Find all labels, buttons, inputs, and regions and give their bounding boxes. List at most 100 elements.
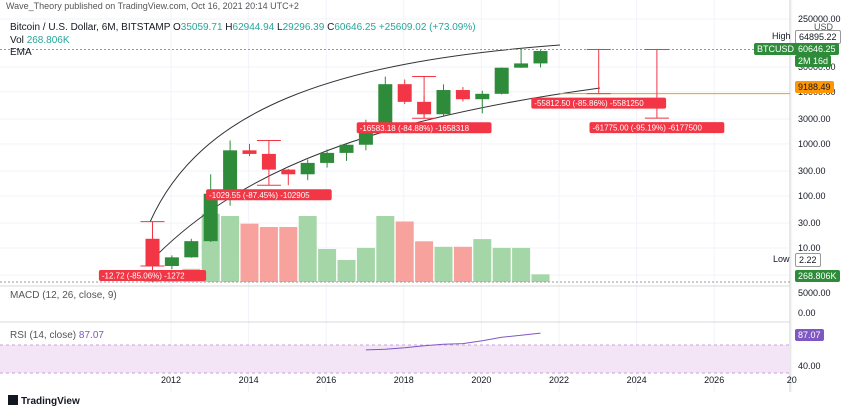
symbol-tag: BTCUSD: [754, 43, 798, 55]
low-value: 29296.39: [282, 22, 325, 33]
footer: TradingView: [0, 392, 850, 413]
tradingview-logo: TradingView: [8, 395, 80, 407]
volume-bar: [240, 223, 259, 282]
currency-label: USD: [814, 22, 834, 32]
volume-bar: [279, 227, 298, 282]
low-marker-label: Low: [773, 254, 790, 264]
y-tick-label: 30.00: [798, 218, 821, 228]
x-tick-label: 2018: [394, 375, 414, 385]
candle-body[interactable]: [300, 162, 315, 175]
volume-bar: [531, 274, 550, 282]
candle-body[interactable]: [339, 144, 354, 153]
rsi-tick-label: 40.00: [798, 361, 821, 371]
drawdown-label: -16583.18 (-84.88%) -1658318: [360, 124, 470, 133]
volume-bar: [337, 260, 356, 282]
ohlc-line: Bitcoin / U.S. Dollar, 6M, BITSTAMP O350…: [10, 22, 476, 33]
low-marker-value: 2.22: [795, 253, 821, 267]
volume-bar: [415, 241, 434, 282]
y-tick-label: 100.00: [798, 191, 826, 201]
high-value: 62944.94: [232, 22, 275, 33]
volume-bar: [434, 246, 453, 282]
y-tick-label: 3000.00: [798, 114, 831, 124]
low-label: L: [277, 22, 283, 33]
candle-body[interactable]: [203, 193, 218, 242]
high-marker-label: High: [772, 31, 791, 41]
vol-label: Vol: [10, 35, 24, 46]
volume-bar: [318, 249, 337, 282]
volume-bar: [298, 216, 317, 282]
candle-body[interactable]: [475, 93, 490, 100]
x-tick-label: 2026: [704, 375, 724, 385]
volume-bar: [395, 221, 414, 282]
ema-label[interactable]: EMA: [10, 47, 32, 58]
high-marker-value: 64895.22: [795, 30, 841, 44]
y-tick-label: 1000.00: [798, 139, 831, 149]
rsi-value-tag: 87.07: [795, 329, 824, 341]
volume-bar: [259, 227, 278, 282]
publisher-line: Wave_Theory published on TradingView.com…: [6, 1, 299, 11]
macd-tick-label: 0.00: [798, 308, 816, 318]
open-label: O: [173, 22, 181, 33]
volume-bar: [376, 216, 395, 282]
close-value: 60646.25: [334, 22, 377, 33]
rsi-current-value: 87.07: [78, 330, 104, 341]
macd-label[interactable]: MACD (12, 26, close, 9): [10, 290, 117, 301]
open-value: 35059.71: [180, 22, 223, 33]
x-tick-label: 2012: [161, 375, 181, 385]
volume-bar: [512, 247, 531, 282]
rsi-label-line[interactable]: RSI (14, close) 87.07: [10, 330, 104, 341]
x-tick-label: 2014: [239, 375, 259, 385]
candle-body[interactable]: [164, 257, 179, 266]
y-tick-label: 300.00: [798, 166, 826, 176]
x-tick-label: 2024: [627, 375, 647, 385]
candle-body[interactable]: [281, 169, 296, 175]
x-tick-label: 2016: [316, 375, 336, 385]
y-tick-label: 250000.00: [798, 14, 841, 24]
volume-bar: [473, 239, 492, 282]
drawdown-label-bg: [206, 189, 332, 201]
candle-body[interactable]: [514, 63, 529, 68]
x-tick-label: 20: [787, 375, 797, 385]
candle-body[interactable]: [397, 84, 412, 102]
volume-bar: [453, 246, 472, 282]
candle-body[interactable]: [242, 150, 257, 154]
candle-body[interactable]: [223, 150, 238, 194]
change-value: +25609.02 (+73.09%): [378, 22, 476, 33]
x-tick-label: 2022: [549, 375, 569, 385]
candle-body[interactable]: [533, 51, 548, 64]
symbol-name[interactable]: Bitcoin / U.S. Dollar, 6M, BITSTAMP: [10, 22, 171, 33]
last-price-tag: 60646.25: [795, 43, 839, 55]
candle-body[interactable]: [455, 90, 470, 100]
upper-curve[interactable]: [149, 44, 561, 223]
drawdown-label: -55812.50 (-85.86%) -5581250: [534, 99, 644, 108]
lower-curve[interactable]: [149, 87, 601, 263]
candle-body[interactable]: [436, 90, 451, 115]
countdown-tag: 2M 16d: [795, 55, 832, 67]
x-tick-label: 2020: [471, 375, 491, 385]
candle-body[interactable]: [320, 152, 335, 163]
high-label: H: [225, 22, 233, 33]
vol-value: 268.806K: [26, 35, 70, 46]
y-tick-label: 10.00: [798, 243, 821, 253]
rsi-label: RSI (14, close): [10, 330, 77, 341]
macd-tick-label: 5000.00: [798, 288, 831, 298]
drawdown-label-bg: [356, 122, 492, 134]
drawdown-label: -1029.55 (-87.45%) -102905: [209, 191, 310, 200]
volume-bar: [221, 216, 240, 282]
volume-tag: 268.806K: [795, 270, 840, 282]
close-label: C: [327, 22, 335, 33]
drawdown-label-bg: [589, 122, 725, 134]
drawdown-label-bg: [531, 97, 667, 109]
candle-body[interactable]: [184, 241, 199, 258]
volume-bar: [356, 247, 375, 282]
rsi-line: [365, 332, 541, 351]
drawdown-label: -12.72 (-85.06%) -1272: [102, 271, 185, 280]
volume-bar: [492, 247, 511, 282]
candle-body[interactable]: [494, 67, 509, 94]
volume-line: Vol 268.806K: [10, 35, 70, 46]
rsi-band: [0, 345, 790, 373]
grid-lines: [0, 0, 793, 392]
drawdown-label: -61775.00 (-95.19%) -6177500: [593, 124, 703, 133]
candle-body[interactable]: [378, 84, 393, 124]
